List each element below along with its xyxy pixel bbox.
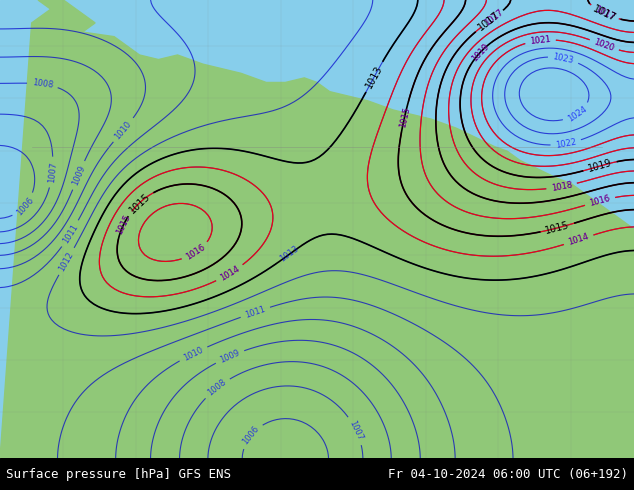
Polygon shape: [0, 0, 634, 458]
Text: 1012: 1012: [58, 250, 75, 273]
Text: 1017: 1017: [593, 5, 616, 22]
Text: 1015: 1015: [544, 220, 571, 236]
Text: 1014: 1014: [219, 264, 241, 283]
Text: 1015: 1015: [127, 191, 152, 215]
Text: 1019: 1019: [470, 42, 491, 63]
Text: 1007: 1007: [47, 161, 58, 183]
Text: 1015: 1015: [115, 213, 133, 236]
Text: 1008: 1008: [206, 378, 228, 398]
Text: 1016: 1016: [184, 243, 207, 262]
Text: 1013: 1013: [278, 245, 301, 264]
Text: 1014: 1014: [567, 232, 590, 247]
Text: 1019: 1019: [587, 158, 613, 174]
Text: 1010: 1010: [182, 345, 205, 362]
Text: 1016: 1016: [588, 194, 611, 208]
Text: 1020: 1020: [593, 37, 616, 53]
Text: 1017: 1017: [591, 3, 618, 23]
Text: 1014: 1014: [567, 232, 590, 247]
Text: 1015: 1015: [398, 106, 411, 128]
Text: 1017: 1017: [482, 8, 505, 28]
Text: 1021: 1021: [529, 35, 552, 46]
Text: 1018: 1018: [550, 180, 573, 193]
Text: 1020: 1020: [593, 37, 616, 53]
Text: 1015: 1015: [398, 106, 411, 128]
Text: 1011: 1011: [61, 222, 80, 245]
Text: 1011: 1011: [244, 304, 267, 320]
Text: 1018: 1018: [550, 180, 573, 193]
Text: 1022: 1022: [555, 137, 577, 150]
Text: 1014: 1014: [219, 264, 241, 283]
Text: 1006: 1006: [241, 424, 261, 446]
Text: 1009: 1009: [218, 348, 241, 365]
Text: 1009: 1009: [70, 164, 87, 187]
Text: 1016: 1016: [588, 194, 611, 208]
Text: 1017: 1017: [593, 5, 616, 22]
Text: 1023: 1023: [552, 52, 574, 65]
Text: 1006: 1006: [15, 195, 35, 217]
Text: 1017: 1017: [482, 8, 505, 28]
Text: 1007: 1007: [347, 419, 365, 442]
Text: 1015: 1015: [115, 213, 133, 236]
Text: 1024: 1024: [566, 104, 588, 123]
Text: Surface pressure [hPa] GFS ENS: Surface pressure [hPa] GFS ENS: [6, 467, 231, 481]
Text: Fr 04-10-2024 06:00 UTC (06+192): Fr 04-10-2024 06:00 UTC (06+192): [387, 467, 628, 481]
Text: 1008: 1008: [32, 78, 54, 90]
Text: 1017: 1017: [477, 9, 502, 32]
Text: 1013: 1013: [364, 64, 384, 90]
Text: 1019: 1019: [470, 42, 491, 63]
Text: 1021: 1021: [529, 35, 552, 46]
Text: 1010: 1010: [113, 119, 134, 141]
Text: 1016: 1016: [184, 243, 207, 262]
